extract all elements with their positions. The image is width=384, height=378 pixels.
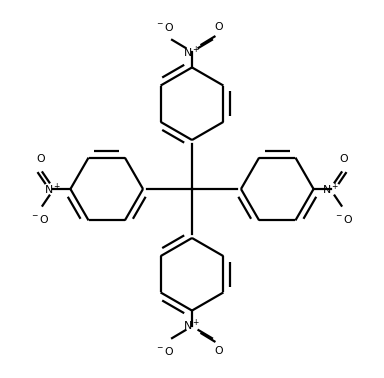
- Text: $\mathsf{N^+}$: $\mathsf{N^+}$: [183, 318, 201, 333]
- Text: O: O: [215, 346, 223, 356]
- Text: O: O: [215, 22, 223, 32]
- Text: $\mathsf{N^+}$: $\mathsf{N^+}$: [183, 45, 201, 60]
- Text: O: O: [339, 153, 348, 164]
- Text: $^-$O: $^-$O: [334, 214, 354, 226]
- Text: $\mathsf{N^+}$: $\mathsf{N^+}$: [45, 181, 62, 197]
- Text: $^-$O: $^-$O: [30, 214, 50, 226]
- Text: $\mathsf{N^+}$: $\mathsf{N^+}$: [322, 181, 339, 197]
- Text: O: O: [36, 153, 45, 164]
- Text: $^-$O: $^-$O: [155, 345, 175, 357]
- Text: $^-$O: $^-$O: [155, 21, 175, 33]
